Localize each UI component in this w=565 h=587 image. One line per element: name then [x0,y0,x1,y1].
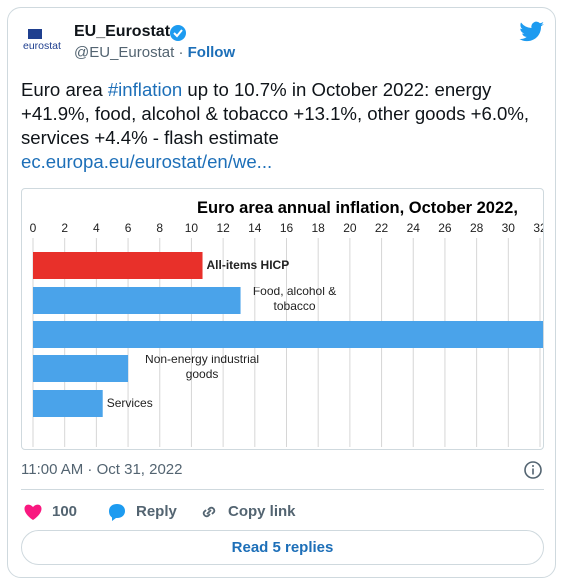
follow-button[interactable]: Follow [187,44,236,61]
x-tick-label: 22 [375,221,389,235]
reply-button[interactable]: Reply [136,503,177,520]
hashtag[interactable]: #inflation [107,79,183,100]
author-name[interactable]: EU_Eurostat [74,23,171,40]
x-tick-label: 26 [438,221,452,235]
like-count[interactable]: 100 [52,503,78,520]
read-replies-button[interactable]: Read 5 replies [21,530,544,565]
x-tick-label: 30 [502,221,516,235]
x-tick-label: 8 [156,221,163,235]
bar-label-box: Food, alcohol & tobacco [252,287,337,313]
chart-title: Euro area annual inflation, October 2022… [197,199,518,217]
timestamp[interactable]: 11:00 AM · Oct 31, 2022 [21,461,183,478]
x-tick-label: 6 [125,221,132,235]
text: up to 10.7% in October 2022: energy +41.… [21,79,530,148]
author-logo[interactable]: eurostat [22,26,72,54]
x-tick-label: 14 [248,221,262,235]
chart-image[interactable]: Euro area annual inflation, October 2022… [21,188,544,450]
logo-text: eurostat [23,40,61,52]
copy-link-button[interactable]: Copy link [228,503,296,520]
divider [21,489,544,490]
bar [33,321,543,348]
logo-flag [28,29,42,39]
category-label: Services [106,396,153,410]
bar [33,287,241,314]
twitter-logo [519,21,544,42]
category-label: Non-energy industrial goods [145,355,260,381]
category-label: Food, alcohol & tobacco [252,287,337,313]
info-icon[interactable] [523,460,543,480]
bar [33,390,103,417]
x-tick-label: 32 [533,221,543,235]
verified-badge [170,25,186,41]
tweet-text: Euro area #inflation up to 10.7% in Octo… [21,78,546,174]
x-tick-label: 2 [61,221,68,235]
like-icon[interactable] [22,502,44,522]
bar-label-box: Services [106,396,153,410]
separator: · [178,44,184,61]
x-tick-label: 4 [93,221,100,235]
bar-label-box: All-items HICP [206,258,290,272]
x-tick-label: 10 [185,221,199,235]
x-tick-label: 12 [216,221,230,235]
x-tick-label: 28 [470,221,484,235]
x-tick-label: 20 [343,221,357,235]
link-icon[interactable] [198,501,220,523]
link[interactable]: ec.europa.eu/eurostat/en/we... [21,151,273,172]
author-meta: @EU_Eurostat · Follow [74,44,235,61]
tweet-card [7,7,556,578]
x-tick-label: 16 [280,221,294,235]
bar [33,252,203,279]
bar [33,355,129,382]
category-label: All-items HICP [206,258,290,272]
bar-label-box: Non-energy industrial goods [145,355,260,381]
x-tick-label: 0 [30,221,37,235]
author-handle: @EU_Eurostat [74,44,175,61]
x-tick-label: 24 [407,221,421,235]
chart: Euro area annual inflation, October 2022… [30,199,543,447]
x-tick-label: 18 [312,221,326,235]
text: Euro area [21,79,108,100]
reply-icon[interactable] [106,501,128,523]
